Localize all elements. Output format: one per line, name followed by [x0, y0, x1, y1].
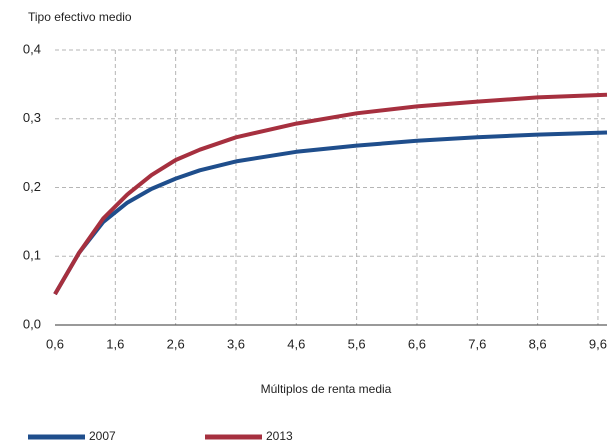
- x-tick-label: 6,6: [408, 336, 426, 351]
- y-tick-label: 0,0: [23, 316, 41, 331]
- series-line: [53, 92, 608, 296]
- chart-title: Tipo efectivo medio: [28, 10, 132, 24]
- x-tick-label: 4,6: [287, 336, 305, 351]
- x-tick-label: 0,6: [46, 336, 64, 351]
- x-tick-label: 8,6: [529, 336, 547, 351]
- y-tick-label: 0,4: [23, 41, 41, 56]
- y-tick-label: 0,3: [23, 110, 41, 125]
- legend-label: 2007: [89, 429, 116, 443]
- x-tick-label: 7,6: [468, 336, 486, 351]
- legend-label: 2013: [266, 429, 293, 443]
- x-tick-label: 2,6: [167, 336, 185, 351]
- y-tick-label: 0,2: [23, 179, 41, 194]
- x-tick-label: 1,6: [106, 336, 124, 351]
- y-tick-label: 0,1: [23, 248, 41, 263]
- series-line: [53, 130, 608, 296]
- x-tick-label: 5,6: [348, 336, 366, 351]
- x-tick-label: 3,6: [227, 336, 245, 351]
- x-tick-label: 9,6: [589, 336, 607, 351]
- x-axis-label: Múltiplos de renta media: [261, 382, 392, 396]
